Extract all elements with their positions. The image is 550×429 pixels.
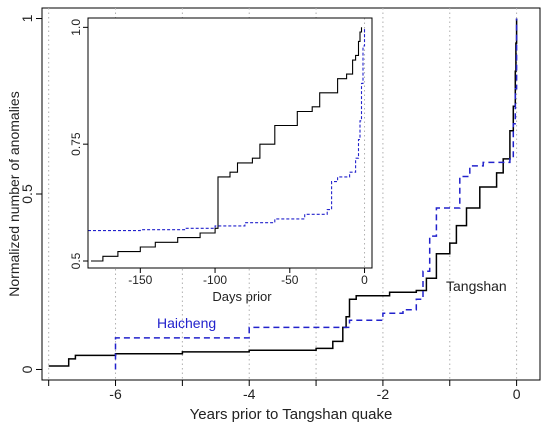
inset-x-axis-title: Days prior [212,289,272,304]
annotation-tangshan: Tangshan [446,278,507,294]
inset-plot: -150 -100 -50 0 0.5 0.75 1.0 Days prior [69,17,373,304]
main-x-axis: -6 -4 -2 0 [42,379,521,402]
inset-y-tick-label: 1.0 [69,19,83,36]
main-x-tick-label: -2 [377,386,390,402]
main-x-axis-title: Years prior to Tangshan quake [190,406,393,423]
inset-x-tick-label: -150 [128,273,152,287]
inset-x-tick-label: 0 [361,273,368,287]
inset-series-tangshan [91,27,363,262]
main-series-lines [48,18,518,370]
main-x-tick-label: -4 [243,386,256,402]
main-y-tick-label: 1 [19,14,35,22]
main-x-tick-label: -6 [109,386,122,402]
inset-x-tick-label: -100 [203,273,227,287]
main-y-axis: 00.51 [19,14,42,373]
inset-x-axis: -150 -100 -50 0 [128,268,368,287]
main-y-tick-label: 0 [19,365,35,373]
inset-series-lines [88,27,366,262]
main-series-tangshan [48,18,518,367]
inset-y-tick-label: 0.5 [69,252,83,269]
main-series-haicheng [114,18,518,370]
inset-x-tick-label: -50 [281,273,299,287]
inset-y-axis: 0.5 0.75 1.0 [69,19,88,269]
inset-series-haicheng [88,27,366,232]
inset-y-tick-label: 0.75 [69,132,83,156]
inset-plot-frame [87,17,373,269]
main-x-tick-label: 0 [513,386,521,402]
main-y-tick-label: 0.5 [19,184,35,204]
annotation-haicheng: Haicheng [157,315,216,331]
main-y-axis-title: Normalized number of anomalies [6,91,22,296]
